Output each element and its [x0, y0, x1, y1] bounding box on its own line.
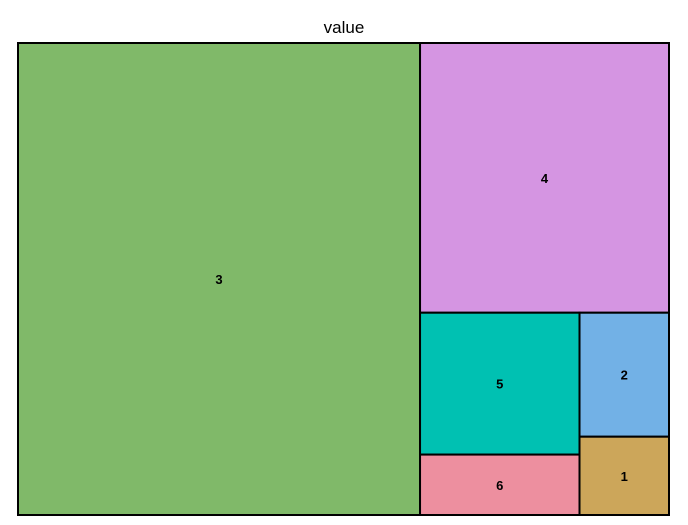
treemap-tile-label-1: 1 — [621, 469, 628, 484]
treemap-tile-label-4: 4 — [541, 171, 549, 186]
treemap-tile-4 — [419, 42, 670, 314]
treemap-tile-6 — [419, 453, 581, 516]
treemap-tile-label-6: 6 — [496, 478, 503, 493]
treemap-tile-label-3: 3 — [215, 272, 222, 287]
chart-title: value — [324, 18, 365, 37]
treemap-tile-2 — [578, 311, 670, 438]
treemap-tile-label-2: 2 — [621, 368, 628, 383]
treemap-tile-label-5: 5 — [496, 377, 503, 392]
treemap-tile-1 — [578, 435, 670, 517]
treemap-tile-3 — [17, 42, 422, 516]
treemap-tile-5 — [419, 311, 581, 456]
treemap-tiles: 3 4 5 2 6 1 — [17, 42, 670, 517]
